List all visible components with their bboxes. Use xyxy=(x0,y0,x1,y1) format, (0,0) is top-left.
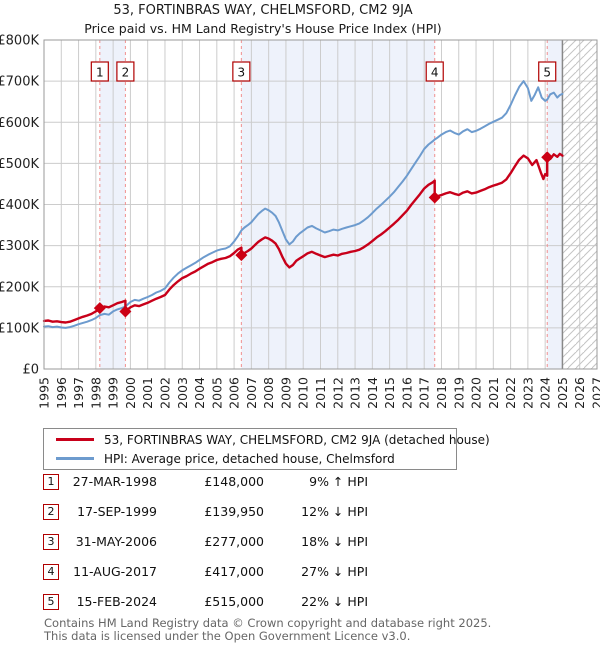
sale-number-badge: 4 xyxy=(43,563,59,580)
sale-vs-hpi: 22% ↓ HPI xyxy=(301,594,368,609)
sale-number-badge: 3 xyxy=(43,533,59,550)
sale-price: £139,950 xyxy=(204,504,264,519)
svg-text:£600K: £600K xyxy=(0,116,39,131)
legend-label: 53, FORTINBRAS WAY, CHELMSFORD, CM2 9JA … xyxy=(104,432,490,447)
chart-legend: 53, FORTINBRAS WAY, CHELMSFORD, CM2 9JA … xyxy=(43,428,490,470)
sale-price: £148,000 xyxy=(204,474,264,489)
price-history-chart: 1 2 3 4 5 £0 £100K £200K £300K £400K £500K £600K £70… xyxy=(0,34,600,409)
sale-vs-hpi: 27% ↓ HPI xyxy=(301,564,368,579)
legend-entry-property: 53, FORTINBRAS WAY, CHELMSFORD, CM2 9JA … xyxy=(44,432,490,448)
svg-text:2019: 2019 xyxy=(451,377,466,409)
svg-text:1998: 1998 xyxy=(88,377,103,409)
copyright-line-1: Contains HM Land Registry data © Crown c… xyxy=(44,616,492,630)
sale-number-badge: 2 xyxy=(43,503,59,520)
svg-text:2025: 2025 xyxy=(555,377,570,409)
sale-price: £277,000 xyxy=(204,534,264,549)
hpi-line-swatch xyxy=(56,457,94,460)
svg-text:2000: 2000 xyxy=(123,377,138,409)
sales-table: 1 27-MAR-1998 £148,000 9% ↑ HPI 2 17-SEP… xyxy=(43,473,463,624)
svg-text:4: 4 xyxy=(431,66,439,80)
legend-entry-hpi: HPI: Average price, detached house, Chel… xyxy=(44,451,456,467)
svg-text:2008: 2008 xyxy=(261,377,276,409)
svg-text:2009: 2009 xyxy=(278,377,293,409)
svg-text:2005: 2005 xyxy=(209,377,224,409)
svg-text:2012: 2012 xyxy=(330,377,345,409)
sale-number-badge: 1 xyxy=(43,473,59,490)
svg-text:5: 5 xyxy=(543,66,551,80)
sale-number-badge: 5 xyxy=(43,593,59,610)
table-row-sale-5: 5 15-FEB-2024 £515,000 22% ↓ HPI xyxy=(43,593,463,610)
table-row-sale-4: 4 11-AUG-2017 £417,000 27% ↓ HPI xyxy=(43,563,463,580)
svg-text:£300K: £300K xyxy=(0,239,39,254)
table-row-sale-1: 1 27-MAR-1998 £148,000 9% ↑ HPI xyxy=(43,473,463,490)
page-title: 53, FORTINBRAS WAY, CHELMSFORD, CM2 9JA xyxy=(113,3,413,18)
svg-text:2007: 2007 xyxy=(244,377,259,409)
svg-text:2010: 2010 xyxy=(296,377,311,409)
svg-text:2014: 2014 xyxy=(365,377,380,409)
svg-text:2004: 2004 xyxy=(192,377,207,409)
svg-text:2026: 2026 xyxy=(572,377,587,409)
svg-text:£500K: £500K xyxy=(0,157,39,172)
copyright-line-2: This data is licensed under the Open Gov… xyxy=(44,629,411,643)
svg-text:2002: 2002 xyxy=(157,377,172,409)
svg-text:2011: 2011 xyxy=(313,377,328,409)
svg-text:2021: 2021 xyxy=(486,377,501,409)
table-row-sale-3: 3 31-MAY-2006 £277,000 18% ↓ HPI xyxy=(43,533,463,550)
svg-text:2024: 2024 xyxy=(538,377,553,409)
sale-vs-hpi: 18% ↓ HPI xyxy=(301,534,368,549)
svg-text:2003: 2003 xyxy=(175,377,190,409)
sale-date: 17-SEP-1999 xyxy=(77,504,157,519)
svg-text:1995: 1995 xyxy=(37,377,52,409)
sale-date: 27-MAR-1998 xyxy=(72,474,157,489)
svg-text:1997: 1997 xyxy=(71,377,86,409)
sale-vs-hpi: 9% ↑ HPI xyxy=(309,474,368,489)
legend-label: HPI: Average price, detached house, Chel… xyxy=(104,451,395,466)
svg-text:2017: 2017 xyxy=(417,377,432,409)
svg-text:2001: 2001 xyxy=(140,377,155,409)
sale-vs-hpi: 12% ↓ HPI xyxy=(301,504,368,519)
svg-text:2018: 2018 xyxy=(434,377,449,409)
svg-text:£800K: £800K xyxy=(0,34,39,49)
svg-text:2022: 2022 xyxy=(503,377,518,409)
svg-text:2: 2 xyxy=(122,66,130,80)
svg-text:2016: 2016 xyxy=(399,377,414,409)
svg-text:2023: 2023 xyxy=(520,377,535,409)
svg-text:2020: 2020 xyxy=(469,377,484,409)
sale-date: 15-FEB-2024 xyxy=(76,594,157,609)
copyright-notice: Contains HM Land Registry data © Crown c… xyxy=(44,617,491,643)
svg-text:£200K: £200K xyxy=(0,280,39,295)
svg-text:1996: 1996 xyxy=(54,377,69,409)
page-subtitle: Price paid vs. HM Land Registry's House … xyxy=(84,21,442,36)
svg-text:1999: 1999 xyxy=(106,377,121,409)
property-line-swatch xyxy=(56,438,94,441)
svg-text:2027: 2027 xyxy=(590,377,600,409)
table-row-sale-2: 2 17-SEP-1999 £139,950 12% ↓ HPI xyxy=(43,503,463,520)
sale-date: 31-MAY-2006 xyxy=(75,534,157,549)
svg-text:£400K: £400K xyxy=(0,198,39,213)
svg-text:£0: £0 xyxy=(22,363,39,378)
svg-text:£100K: £100K xyxy=(0,321,39,336)
svg-text:2013: 2013 xyxy=(348,377,363,409)
svg-text:1: 1 xyxy=(96,66,104,80)
sale-date: 11-AUG-2017 xyxy=(73,564,157,579)
svg-text:£700K: £700K xyxy=(0,75,39,90)
svg-text:2006: 2006 xyxy=(227,377,242,409)
sale-price: £515,000 xyxy=(204,594,264,609)
sale-price: £417,000 xyxy=(204,564,264,579)
svg-text:3: 3 xyxy=(238,66,246,80)
svg-text:2015: 2015 xyxy=(382,377,397,409)
